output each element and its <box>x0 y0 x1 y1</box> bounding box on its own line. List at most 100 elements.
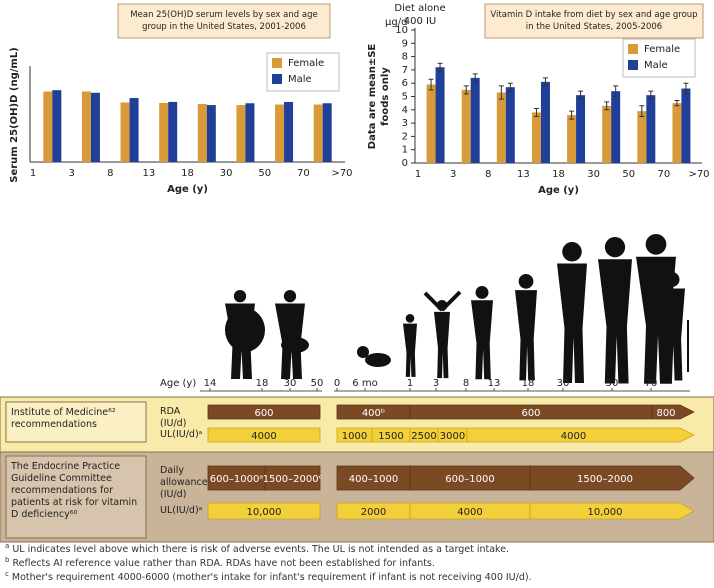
age-tick-label: 3 <box>433 378 439 389</box>
age-tick-label: 14 <box>204 378 217 389</box>
row-label: UL(IU/d)ᵃ <box>160 429 203 440</box>
recommendation-value: 600 <box>254 408 273 419</box>
chart-title: Mean 25(OH)D serum levels by sex and age… <box>130 10 318 32</box>
recommendation-value: 400ᵇ <box>362 408 385 419</box>
bar <box>461 89 471 163</box>
silhouette <box>357 346 369 358</box>
bar <box>43 91 53 162</box>
legend-label: Male <box>288 74 312 85</box>
x-axis-label: Age (y) <box>538 185 579 196</box>
legend-swatch <box>628 44 638 54</box>
silhouette <box>604 237 626 258</box>
legend-swatch <box>628 60 638 70</box>
recommendation-value: 2000 <box>361 507 386 518</box>
age-tick-label: 18 <box>256 378 269 389</box>
error-bar <box>639 105 645 117</box>
error-bar <box>437 62 443 72</box>
x-tick-label: 3 <box>450 169 456 180</box>
bar <box>81 91 91 162</box>
recommendation-value: 800 <box>656 408 675 419</box>
bar <box>435 67 445 163</box>
legend-label: Female <box>644 44 680 55</box>
row-label: UL(IU/d)ᵃ <box>160 505 203 516</box>
recommendation-value: 4000 <box>561 431 586 442</box>
title-box <box>484 3 704 39</box>
age-axis-label: Age (y) <box>160 378 196 389</box>
recommendation-value: 600–1000 <box>445 474 495 485</box>
y-axis-label: foods only <box>380 67 391 126</box>
x-tick-label: >70 <box>331 168 352 179</box>
error-bar <box>578 90 584 100</box>
recommendation-value: 1000 <box>342 431 367 442</box>
y-tick-label: 0 <box>402 158 408 169</box>
x-tick-label: >70 <box>688 169 709 180</box>
x-tick-label: 30 <box>587 169 600 180</box>
silhouette <box>471 300 493 380</box>
recommendation-bar <box>207 427 321 443</box>
x-tick-label: 50 <box>258 168 271 179</box>
source-label: The Endocrine Practice Guideline Committ… <box>11 461 138 520</box>
legend-label: Female <box>288 58 324 69</box>
bar <box>197 104 207 162</box>
title-box <box>117 3 331 39</box>
error-bar <box>613 85 619 97</box>
footnote-mark: b <box>5 556 10 564</box>
bar <box>159 102 169 162</box>
x-tick-label: 1 <box>415 169 421 180</box>
x-tick-label: 70 <box>658 169 671 180</box>
silhouette <box>281 337 309 353</box>
silhouette <box>557 263 587 384</box>
silhouette <box>405 314 415 323</box>
age-tick-label: 18 <box>522 378 535 389</box>
footnote-text: Mother's requirement 4000-6000 (mother's… <box>8 572 532 584</box>
x-axis-label: Age (y) <box>167 184 208 195</box>
silhouette <box>598 259 632 384</box>
silhouette <box>659 288 685 381</box>
bar <box>245 103 255 162</box>
silhouette <box>403 323 417 377</box>
bar <box>426 84 436 163</box>
bar <box>168 101 178 162</box>
recommendation-bar <box>529 502 695 520</box>
recommendation-bar <box>264 465 321 491</box>
y-tick-label: 6 <box>402 78 408 89</box>
recommendation-value: 1500–2000 <box>577 474 633 485</box>
bar <box>284 101 294 162</box>
recommendation-value: 1500 <box>378 431 403 442</box>
recommendation-value: 600–1000ᵃ <box>210 474 264 485</box>
error-bar <box>674 99 680 107</box>
legend-label: Male <box>644 60 668 71</box>
silhouette <box>518 274 534 289</box>
footnote: b Reflects AI reference value rather tha… <box>5 556 435 569</box>
legend-box <box>622 38 696 78</box>
error-bar <box>507 82 513 92</box>
bar <box>576 95 586 163</box>
silhouette <box>645 234 667 255</box>
recommendation-value: 10,000 <box>247 507 282 518</box>
age-tick-label: 50 <box>311 378 324 389</box>
bar <box>637 111 647 163</box>
bar <box>602 105 612 163</box>
recommendation-bar <box>207 404 321 420</box>
bar <box>496 92 506 163</box>
recommendation-value: 400–1000 <box>349 474 399 485</box>
silhouette <box>233 290 247 303</box>
bar <box>531 112 541 163</box>
y-tick-label: 3 <box>402 118 408 129</box>
x-tick-label: 8 <box>107 168 113 179</box>
error-bar <box>683 82 689 95</box>
annotation: Diet alone <box>394 3 445 14</box>
bar <box>505 87 515 163</box>
y-tick-label: 8 <box>402 52 408 63</box>
bar <box>236 105 246 162</box>
footnote-text: Reflects AI reference value rather than … <box>9 558 435 570</box>
legend-box <box>266 52 340 92</box>
bar <box>52 90 62 162</box>
bar <box>470 77 480 163</box>
age-tick-label: 6 mo <box>352 378 377 389</box>
source-box <box>5 455 147 539</box>
bar <box>206 105 216 162</box>
bar <box>120 102 130 162</box>
recommendation-bar <box>207 502 321 520</box>
silhouette <box>515 290 537 381</box>
